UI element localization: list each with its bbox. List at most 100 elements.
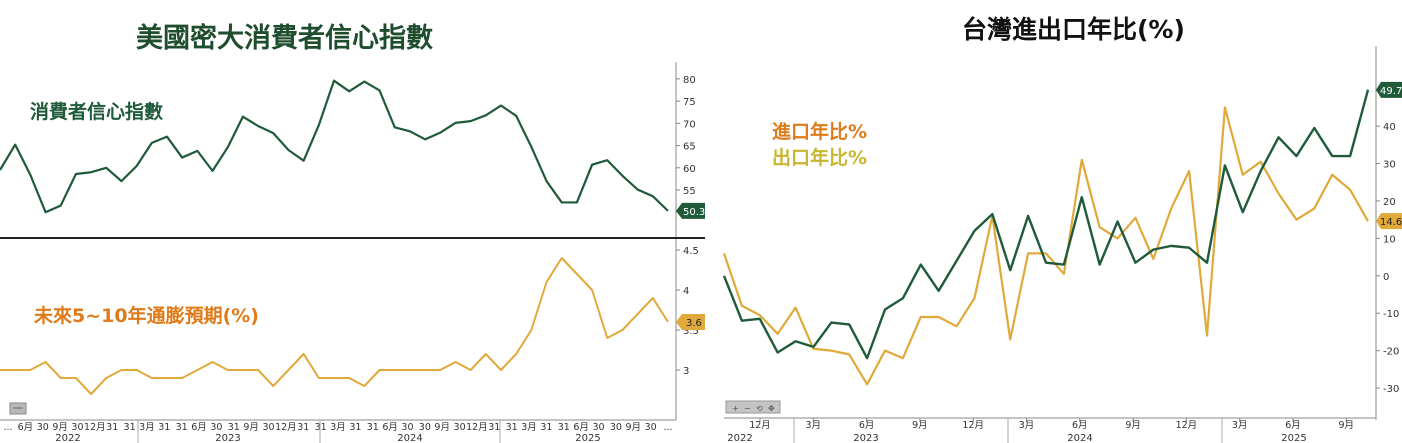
import-last-value: 14.6 [1380, 217, 1402, 228]
y-tick-label: -20 [1383, 347, 1399, 358]
upper-y-tick-label: 70 [683, 119, 696, 130]
x-tick-label: 31 [540, 422, 552, 433]
x-tick-label: 12月 [749, 420, 771, 431]
x-tick-label: 30 [401, 422, 413, 433]
x-tick-label: ... [663, 422, 672, 433]
x-tick-label: 30 [419, 422, 431, 433]
x-tick-label: 6月 [573, 422, 589, 433]
x-tick-label: 6月 [859, 420, 875, 431]
upper-y-tick-label: 75 [683, 97, 696, 108]
taiwan-trade-chart: 進口年比% 出口年比% + − ⟲ ✥ -30 -20 -10 0 10 20 30 40 49… [722, 46, 1402, 443]
chart-options-icon[interactable] [9, 402, 27, 415]
year-label: 2022 [727, 433, 752, 443]
lower-last-value: 3.6 [686, 318, 702, 329]
x-tick-label: 9月 [912, 420, 928, 431]
y-tick-label: 30 [1383, 160, 1396, 171]
x-tick-label: 30 [71, 422, 83, 433]
import-series-label: 進口年比% [772, 120, 867, 143]
upper-last-value: 50.3 [683, 207, 705, 218]
x-tick-label: 31 [349, 422, 361, 433]
x-tick-label: 30 [262, 422, 274, 433]
inflation-expectation-line [0, 257, 669, 395]
year-label: 2023 [215, 433, 240, 443]
x-tick-label: 6月 [382, 422, 398, 433]
upper-last-value-badge [676, 202, 705, 219]
x-tick-label: 31 [315, 422, 327, 433]
zoom-in-icon[interactable]: + [732, 404, 739, 413]
y-tick-label: -30 [1383, 384, 1399, 395]
y-tick-label: 0 [1383, 272, 1389, 283]
x-tick-label: 31 [367, 422, 379, 433]
chart-toolbar: + − ⟲ ✥ [725, 400, 781, 414]
year-label: 2023 [853, 433, 878, 443]
x-tick-label: 9月 [625, 422, 641, 433]
year-label: 2024 [1067, 433, 1092, 443]
upper-series-label: 消費者信心指數 [30, 100, 163, 123]
lower-y-tick-label: 3.5 [683, 326, 699, 337]
left-chart-title: 美國密大消費者信心指數 [136, 23, 433, 54]
x-tick-label: 6月 [1285, 420, 1301, 431]
x-tick-label: 31 [228, 422, 240, 433]
lower-last-value-badge [676, 314, 705, 330]
x-tick-label: 31 [297, 422, 309, 433]
x-tick-label: 31 [558, 422, 570, 433]
upper-y-tick-label: 55 [683, 186, 696, 197]
pan-icon[interactable]: ✥ [768, 404, 775, 413]
x-tick-label: 12月 [466, 422, 488, 433]
upper-y-tick-label: 65 [683, 142, 696, 153]
x-tick-label: 3月 [806, 420, 822, 431]
x-tick-label: 9月 [52, 422, 68, 433]
x-tick-label: 3月 [521, 422, 537, 433]
lower-y-tick-label: 3 [683, 366, 689, 377]
consumer-sentiment-panel: 美國密大消費者信心指數 消費者信心指數 未來5~10年通膨預期(%) 50556… [0, 23, 705, 443]
consumer-sentiment-chart: 消費者信心指數 未來5~10年通膨預期(%) 5055606570758033.… [0, 62, 705, 443]
x-tick-label: 30 [210, 422, 222, 433]
x-tick-label: 3月 [1019, 420, 1035, 431]
x-tick-label: 3月 [330, 422, 346, 433]
x-tick-label: 12月 [1176, 420, 1198, 431]
year-label: 2025 [575, 433, 600, 443]
lower-series-label: 未來5~10年通膨預期(%) [33, 304, 259, 327]
import-yoy-line [722, 106, 1369, 386]
x-tick-label: 31 [158, 422, 170, 433]
y-tick-label: 20 [1383, 197, 1396, 208]
y-tick-label: -10 [1383, 309, 1399, 320]
lower-y-tick-label: 4 [683, 286, 689, 297]
export-yoy-line [722, 89, 1370, 360]
upper-y-tick-label: 80 [683, 75, 696, 86]
x-tick-label: 6月 [191, 422, 207, 433]
x-tick-label: 30 [37, 422, 49, 433]
export-series-label: 出口年比% [772, 146, 867, 169]
x-tick-label: ... [3, 422, 12, 433]
right-chart-title: 台灣進出口年比(%) [962, 15, 1185, 44]
y-tick-label: 10 [1383, 234, 1396, 245]
x-tick-label: 3月 [139, 422, 155, 433]
y-tick-label: 40 [1383, 122, 1396, 133]
x-tick-label: 6月 [18, 422, 34, 433]
x-tick-label: 12月 [275, 422, 297, 433]
x-tick-label: 12月 [962, 420, 984, 431]
x-tick-label: 6月 [1072, 420, 1088, 431]
x-tick-label: 31 [488, 422, 500, 433]
x-tick-label: 30 [610, 422, 622, 433]
x-tick-label: 12月 [84, 422, 106, 433]
x-tick-label: 9月 [434, 422, 450, 433]
zoom-out-icon[interactable]: − [744, 404, 751, 413]
x-tick-label: 9月 [1339, 420, 1355, 431]
x-tick-label: 31 [506, 422, 518, 433]
export-last-value-badge [1376, 81, 1402, 98]
export-last-value: 49.7 [1380, 86, 1402, 97]
year-label: 2025 [1281, 433, 1306, 443]
year-label: 2024 [397, 433, 422, 443]
x-tick-label: 30 [454, 422, 466, 433]
import-last-value-badge [1376, 213, 1402, 230]
x-tick-label: 30 [592, 422, 604, 433]
x-tick-label: 9月 [1125, 420, 1141, 431]
x-tick-label: 31 [124, 422, 136, 433]
upper-y-tick-label: 60 [683, 164, 696, 175]
consumer-sentiment-line [0, 79, 669, 214]
reset-icon[interactable]: ⟲ [756, 404, 763, 413]
x-tick-label: 3月 [1232, 420, 1248, 431]
x-tick-label: 31 [106, 422, 118, 433]
year-label: 2022 [55, 433, 80, 443]
